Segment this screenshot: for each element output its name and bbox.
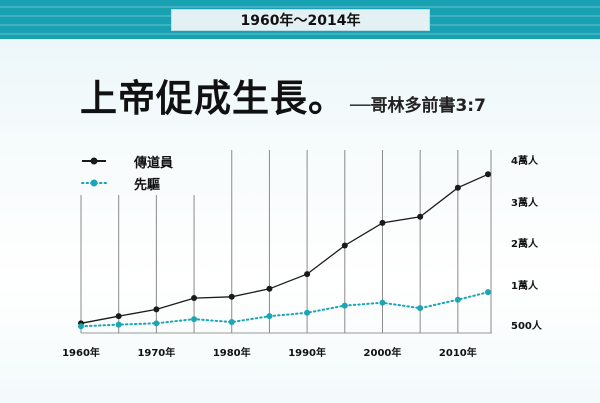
x-tick-label: 1990年 <box>288 346 326 359</box>
x-axis-ticks: 1960年 1970年 1980年 1990年 2000年 2010年 <box>62 346 477 359</box>
legend-item-publishers: 傳道員 <box>80 150 173 172</box>
y-tick-label: 2萬人 <box>511 237 539 250</box>
series-0-point-2010 <box>454 184 461 191</box>
series-line-0 <box>80 173 489 324</box>
series-0-point-2005 <box>417 213 424 220</box>
series-1-point-1985 <box>266 313 273 320</box>
x-tick-label: 1970年 <box>137 346 175 359</box>
series-0-point-1965 <box>115 313 122 320</box>
legend-label-pioneers: 先驅 <box>134 177 161 193</box>
y-tick-label: 1萬人 <box>511 279 539 292</box>
legend-swatch-publishers <box>82 157 106 165</box>
series-0-point-2000 <box>379 219 386 226</box>
series-1-point-1990 <box>304 309 311 316</box>
series-1-point-1960 <box>78 323 84 330</box>
y-axis-ticks: 500人 1萬人 2萬人 3萬人 4萬人 <box>511 154 543 332</box>
x-tick-label: 1960年 <box>62 346 100 359</box>
series-0-point-1995 <box>341 242 348 249</box>
series-1-point-2000 <box>379 299 386 306</box>
x-tick-label: 1980年 <box>213 346 251 359</box>
series-1-point-1980 <box>228 319 235 326</box>
y-tick-label: 500人 <box>511 319 543 332</box>
legend-swatch-pioneers <box>81 179 107 187</box>
date-range-banner: 1960年～2014年 <box>171 9 430 31</box>
chart-grid <box>80 150 492 334</box>
x-tick-label: 2000年 <box>364 346 402 359</box>
series-line-1 <box>80 291 489 328</box>
series-0-point-1970 <box>153 306 160 313</box>
series-1-point-2005 <box>417 305 424 312</box>
chart-legend: 傳道員 先驅 <box>80 150 173 194</box>
series-0-point-1985 <box>266 285 273 292</box>
chart-series <box>78 171 491 330</box>
series-0-point-1975 <box>191 295 198 302</box>
date-range-text: 1960年～2014年 <box>240 13 361 29</box>
headline-reference: ──哥林多前書3:7 <box>350 96 486 116</box>
headline-main: 上帝促成生長。 <box>80 77 346 120</box>
series-1-point-1970 <box>153 320 160 327</box>
series-1-point-1975 <box>191 316 198 323</box>
series-1-point-2010 <box>454 296 461 303</box>
x-tick-label: 2010年 <box>439 346 477 359</box>
y-tick-label: 3萬人 <box>511 196 539 209</box>
headline: 上帝促成生長。 ──哥林多前書3:7 <box>80 68 486 122</box>
series-1-point-1995 <box>341 302 348 309</box>
series-0-point-1990 <box>304 271 311 278</box>
series-0-point-1980 <box>228 293 235 300</box>
series-1-point-2014 <box>485 289 491 296</box>
legend-label-publishers: 傳道員 <box>134 155 174 171</box>
series-0-point-2014 <box>485 171 491 178</box>
legend-item-pioneers: 先驅 <box>80 172 173 194</box>
y-tick-label: 4萬人 <box>511 154 539 167</box>
series-1-point-1965 <box>115 321 122 328</box>
